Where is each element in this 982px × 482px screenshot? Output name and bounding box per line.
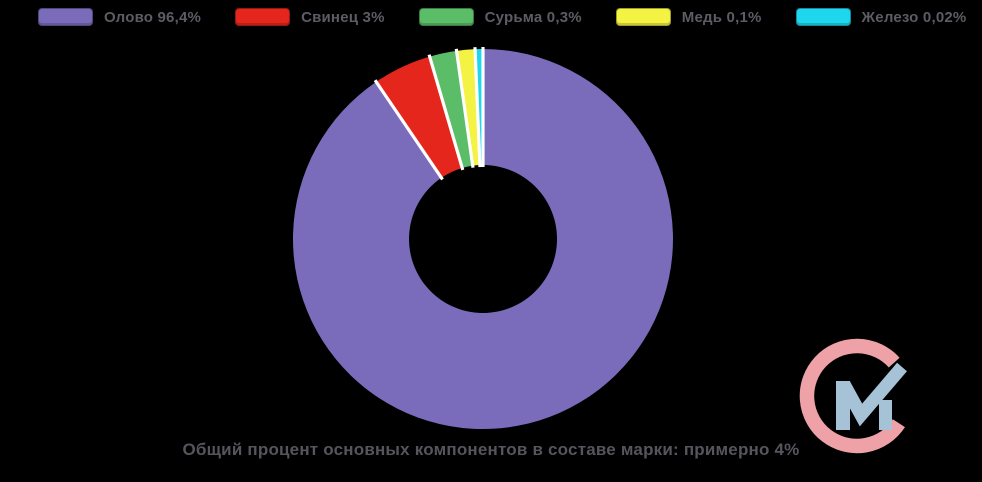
legend-label-lead: Свинец 3% [301, 8, 385, 26]
logo-c-ring [799, 338, 905, 454]
legend-label-tin: Олово 96,4% [104, 8, 202, 26]
logo-m-left-bar [836, 381, 850, 430]
segment-separator [427, 54, 465, 171]
logo-m-checkmark [838, 362, 907, 427]
segment-separator [473, 47, 482, 168]
legend-item-iron: Железо 0,02% [795, 8, 967, 26]
donut-segment-tin [292, 49, 673, 429]
chart-caption: Общий процент основных компонентов в сос… [182, 440, 800, 459]
legend-swatch-lead [235, 8, 291, 26]
watermark-logo [799, 338, 907, 454]
legend-label-copper: Медь 0,1% [681, 8, 762, 26]
legend-swatch-tin [38, 8, 93, 26]
legend-item-antimony: Сурьма 0,3% [418, 8, 582, 26]
legend-item-copper: Медь 0,1% [615, 8, 762, 26]
legend-swatch-antimony [418, 8, 474, 26]
donut-segment-lead [376, 56, 463, 178]
legend-swatch-copper [615, 8, 671, 26]
legend-label-antimony: Сурьма 0,3% [484, 8, 582, 26]
legend-item-lead: Свинец 3% [235, 8, 385, 26]
segment-separator [454, 48, 475, 168]
chart-legend: Олово 96,4% Свинец 3% Сурьма 0,3% Медь 0… [38, 6, 972, 28]
logo-m-right-bar [879, 400, 892, 430]
segment-separator [373, 79, 444, 181]
legend-item-tin: Олово 96,4% [38, 8, 201, 26]
donut-segment-antimony [429, 50, 473, 168]
legend-swatch-iron [795, 8, 851, 26]
legend-label-iron: Железо 0,02% [861, 8, 967, 26]
donut-segment-copper [456, 49, 480, 166]
